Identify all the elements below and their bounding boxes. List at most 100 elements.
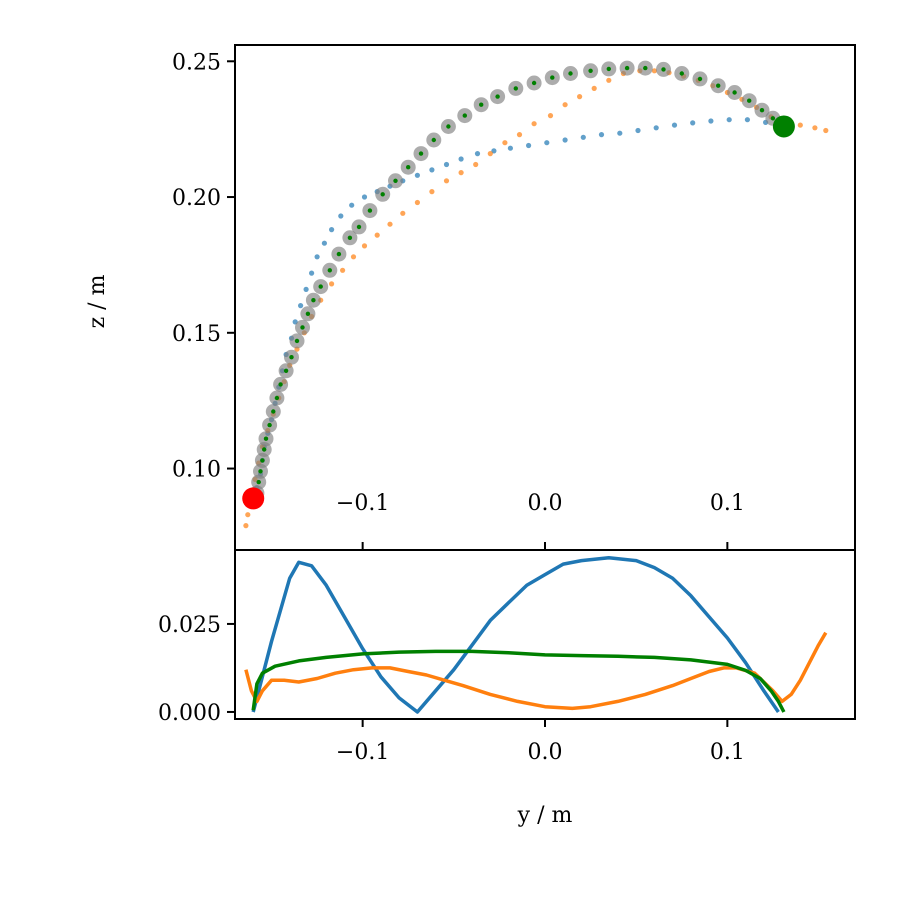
trajectory-point <box>274 395 280 401</box>
end-point-marker <box>772 115 795 138</box>
trajectory-point <box>367 208 373 213</box>
error-series-line-0 <box>251 555 780 714</box>
trajectory-point <box>338 213 344 219</box>
trajectory-point <box>747 98 752 103</box>
trajectory-point <box>531 80 537 86</box>
trajectory-point <box>487 151 493 157</box>
trajectory-point <box>431 137 436 143</box>
trajectory-x-tick-label: −0.1 <box>336 491 389 516</box>
trajectory-point <box>562 137 568 143</box>
start-point-marker <box>242 487 265 510</box>
error-x-tick-label: 0.0 <box>528 740 563 765</box>
trajectory-point <box>289 355 294 360</box>
trajectory-point <box>314 254 320 260</box>
trajectory-x-tick-label: 0.1 <box>710 491 745 516</box>
trajectory-point <box>547 113 554 119</box>
trajectory-point <box>347 235 353 240</box>
trajectory-point <box>661 67 666 72</box>
trajectory-y-tick-label: 0.25 <box>172 50 221 75</box>
trajectory-point <box>309 270 315 276</box>
error-y-tick-label: 0.025 <box>158 613 221 638</box>
error-series-line-2 <box>251 649 786 713</box>
trajectory-point <box>318 284 323 289</box>
trajectory-point <box>643 65 648 71</box>
trajectory-point <box>716 83 721 88</box>
trajectory-point <box>491 148 497 154</box>
trajectory-point <box>387 221 393 227</box>
trajectory-point <box>732 90 737 95</box>
trajectory-point <box>479 102 484 107</box>
trajectory-point <box>305 311 311 316</box>
trajectory-point <box>473 161 479 168</box>
trajectory-point <box>340 267 346 273</box>
trajectory-point <box>283 368 289 373</box>
trajectory-point <box>577 94 583 100</box>
error-x-tick-label: 0.1 <box>710 740 745 765</box>
trajectory-point <box>327 268 332 273</box>
trajectory-x-ticks: −0.1 0.0 0.1 <box>336 491 745 550</box>
trajectory-point <box>278 382 283 387</box>
trajectory-point <box>502 140 508 146</box>
trajectory-point <box>598 132 605 138</box>
error-panel: −0.1 0.0 0.1 0.000 0.025 y / m <box>158 549 856 828</box>
trajectory-point <box>446 124 451 129</box>
trajectory-point <box>651 68 658 74</box>
trajectory-point <box>258 469 263 474</box>
trajectory-point <box>418 151 424 156</box>
trajectory-point <box>726 117 732 123</box>
trajectory-point <box>708 118 714 124</box>
trajectory-series-layer <box>242 60 829 529</box>
error-x-tick-label: −0.1 <box>336 740 389 765</box>
trajectory-point <box>580 134 586 140</box>
trajectory-point <box>679 71 684 76</box>
trajectory-y-tick-label: 0.10 <box>172 458 221 483</box>
trajectory-point <box>770 116 776 121</box>
trajectory-point <box>256 479 261 485</box>
trajectory-point <box>374 232 380 238</box>
trajectory-point <box>653 125 659 131</box>
trajectory-point <box>298 303 304 309</box>
trajectory-point <box>513 86 518 91</box>
error-plot-frame <box>234 549 856 720</box>
trajectory-point <box>243 523 249 529</box>
error-x-ticks: −0.1 0.0 0.1 <box>336 719 745 765</box>
trajectory-y-ticks: 0.10 0.15 0.20 0.25 <box>172 50 235 483</box>
trajectory-point <box>635 127 641 134</box>
trajectory-point <box>245 512 251 518</box>
trajectory-point <box>443 161 450 168</box>
trajectory-point <box>744 117 751 123</box>
trajectory-point <box>321 240 327 246</box>
trajectory-point <box>393 178 398 183</box>
error-y-ticks: 0.000 0.025 <box>158 613 235 726</box>
trajectory-point <box>262 447 267 452</box>
trajectory-point <box>380 192 385 197</box>
trajectory-point <box>690 120 696 126</box>
trajectory-point <box>361 194 368 200</box>
trajectory-point <box>507 145 513 151</box>
trajectory-point <box>414 172 420 178</box>
trajectory-point <box>617 130 623 136</box>
trajectory-point <box>526 142 532 149</box>
trajectory-point <box>349 202 355 208</box>
trajectory-point <box>406 165 411 170</box>
trajectory-point <box>336 251 342 257</box>
trajectory-point <box>516 132 523 138</box>
trajectory-point <box>458 170 464 176</box>
trajectory-point <box>562 102 568 108</box>
trajectory-point <box>495 94 500 99</box>
trajectory-point <box>429 167 435 173</box>
trajectory-point <box>458 156 464 162</box>
trajectory-point <box>606 77 612 83</box>
trajectory-point <box>697 76 703 82</box>
trajectory-point <box>267 422 272 428</box>
trajectory-point <box>588 68 593 74</box>
trajectory-y-tick-label: 0.20 <box>172 186 221 211</box>
error-series-layer <box>244 555 828 714</box>
trajectory-point <box>797 122 803 128</box>
trajectory-point <box>414 199 420 206</box>
trajectory-point <box>329 281 335 287</box>
trajectory-point <box>624 65 630 71</box>
trajectory-point <box>300 325 305 330</box>
trajectory-point <box>531 121 537 127</box>
